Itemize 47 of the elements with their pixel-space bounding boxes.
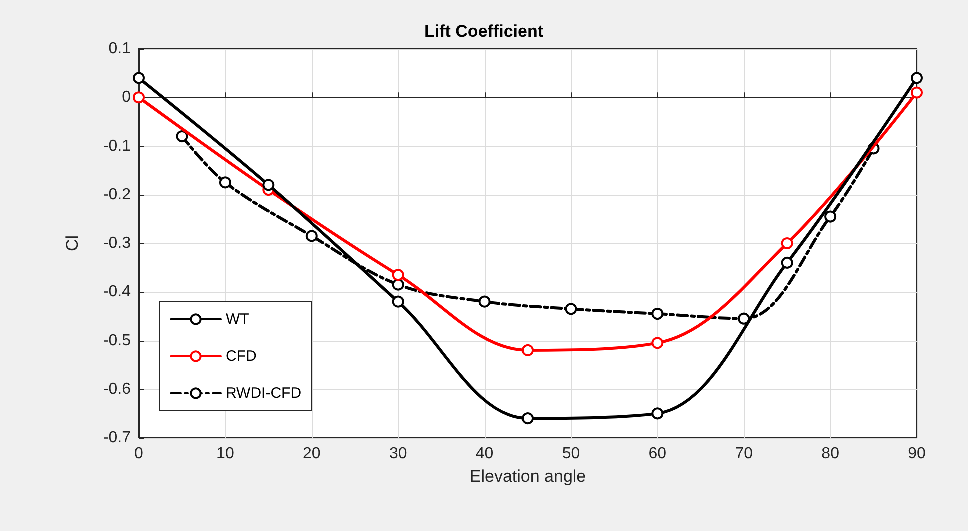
- x-tick-label: 20: [302, 446, 321, 462]
- point: [392, 269, 404, 282]
- x-tick-label: 30: [389, 446, 408, 462]
- point: [306, 230, 318, 242]
- chart-title: Lift Coefficient: [424, 22, 544, 41]
- point: [176, 130, 188, 143]
- legend-label: WT: [226, 311, 250, 328]
- legend-label: CFD: [226, 348, 257, 365]
- point: [392, 296, 404, 308]
- x-tick-label: 70: [735, 446, 754, 462]
- y-tick-label: -0.3: [103, 235, 132, 252]
- y-tick-label: -0.6: [103, 380, 132, 398]
- point: [911, 72, 923, 84]
- point: [133, 92, 145, 104]
- point: [522, 344, 534, 356]
- y-tick-label: 0.1: [108, 40, 132, 58]
- y-axis-title: Cl: [63, 235, 82, 252]
- y-tick-label: -0.7: [103, 430, 132, 446]
- x-tick-label: 50: [562, 446, 580, 462]
- point: [781, 238, 794, 250]
- point: [565, 303, 578, 316]
- point: [522, 412, 534, 425]
- point: [652, 337, 664, 350]
- x-tick-label: 10: [216, 446, 234, 462]
- point: [133, 72, 145, 84]
- point: [738, 312, 750, 325]
- point: [781, 256, 794, 269]
- x-tick-label: 40: [476, 446, 494, 462]
- point: [824, 210, 837, 223]
- y-tick-label: -0.1: [103, 138, 132, 155]
- y-tick-label: -0.5: [103, 332, 132, 350]
- x-tick-label: 0: [134, 446, 144, 462]
- y-tick-label: -0.2: [103, 186, 132, 204]
- point: [392, 278, 404, 291]
- x-tick-label: 60: [648, 446, 667, 462]
- point: [911, 86, 923, 99]
- point: [219, 176, 232, 189]
- legend-label: RWDI-CFD: [226, 385, 302, 402]
- point: [262, 179, 275, 192]
- x-tick-label: 90: [908, 446, 926, 462]
- y-tick-label: -0.4: [103, 284, 132, 301]
- point: [652, 408, 664, 420]
- x-axis-title: Elevation angle: [470, 467, 586, 486]
- x-tick-label: 80: [822, 446, 840, 462]
- y-tick-label: 0: [122, 89, 132, 106]
- point: [652, 308, 664, 320]
- point: [478, 296, 491, 308]
